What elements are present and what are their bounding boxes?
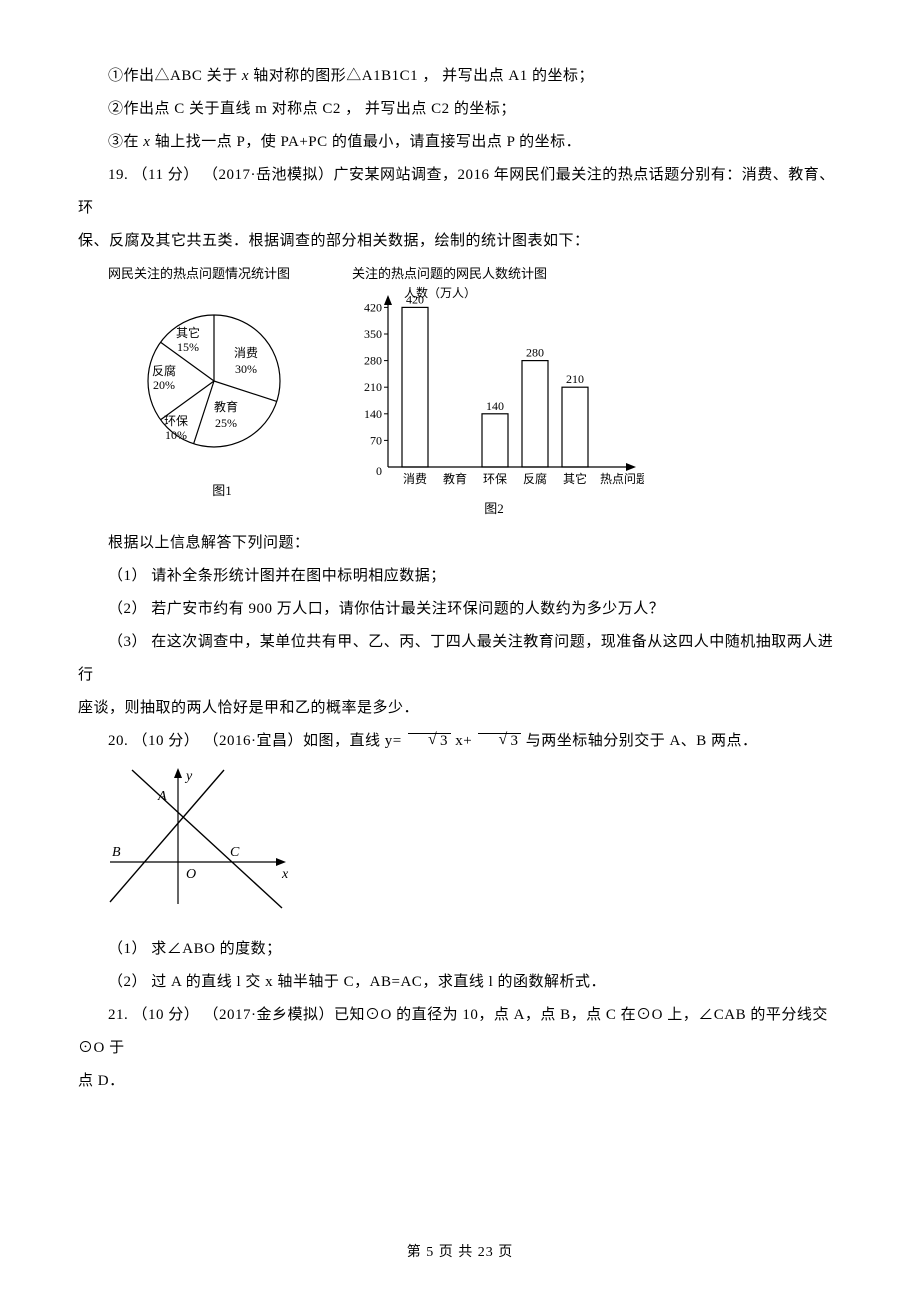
svg-text:0: 0 <box>376 464 382 478</box>
bar-chart: 人数（万人）701402102803504200420消费教育140环保280反… <box>344 283 644 491</box>
q20-1: （1） 求∠ABO 的度数； <box>78 933 842 966</box>
text: （2） 若广安市约有 900 万人口，请你估计最关注环保问题的人数约为多少万人？ <box>108 601 664 617</box>
q21-b: 点 D． <box>78 1065 842 1098</box>
svg-text:环保: 环保 <box>164 414 188 428</box>
svg-text:x: x <box>281 867 289 882</box>
after-fig: 根据以上信息解答下列问题： <box>78 527 842 560</box>
text: （1） 求∠ABO 的度数； <box>108 941 282 957</box>
svg-text:420: 420 <box>406 292 424 306</box>
svg-text:30%: 30% <box>235 362 257 376</box>
svg-text:350: 350 <box>364 327 382 341</box>
q19-3a: （3） 在这次调查中，某单位共有甲、乙、丙、丁四人最关注教育问题，现准备从这四人… <box>78 626 842 692</box>
footer-total: 23 <box>478 1245 494 1260</box>
pie-title: 网民关注的热点问题情况统计图 <box>104 266 340 283</box>
footer-suffix: 页 <box>494 1245 514 1260</box>
svg-text:其它: 其它 <box>563 471 587 486</box>
text: 保、反腐及其它共五类．根据调查的部分相关数据，绘制的统计图表如下： <box>78 233 590 249</box>
svg-text:210: 210 <box>364 380 382 394</box>
bar-caption: 图2 <box>344 495 644 524</box>
svg-text:热点问题: 热点问题 <box>600 472 644 486</box>
line-1: ①作出△ABC 关于 x 轴对称的图形△A1B1C1 ， 并写出点 A1 的坐标… <box>78 60 842 93</box>
radicand: 3 <box>440 733 448 749</box>
text: （3） 在这次调查中，某单位共有甲、乙、丙、丁四人最关注教育问题，现准备从这四人… <box>78 634 833 683</box>
svg-text:140: 140 <box>364 407 382 421</box>
bar-chart-block: 关注的热点问题的网民人数统计图 人数（万人）701402102803504200… <box>344 266 644 523</box>
q19-3b: 座谈，则抽取的两人恰好是甲和乙的概率是多少． <box>78 692 842 725</box>
bar-title: 关注的热点问题的网民人数统计图 <box>344 266 644 283</box>
svg-text:C: C <box>230 845 240 860</box>
text: 点 D． <box>78 1073 125 1089</box>
svg-text:消费: 消费 <box>403 472 427 486</box>
svg-text:280: 280 <box>364 353 382 367</box>
pie-chart: 消费 30% 教育 25% 环保10% 反腐20% 其它15% <box>104 283 324 473</box>
q21-a: 21. （10 分） （2017·金乡模拟）已知⊙O 的直径为 10，点 A，点… <box>78 999 842 1065</box>
sqrt-3: 3 <box>478 733 521 749</box>
svg-text:280: 280 <box>526 345 544 359</box>
text: 与两坐标轴分别交于 A、B 两点． <box>521 733 757 749</box>
line-graph: A B C Ox y <box>106 764 842 927</box>
svg-text:25%: 25% <box>215 416 237 430</box>
x-var: x <box>242 68 249 84</box>
svg-text:消费: 消费 <box>234 346 258 360</box>
pie-caption: 图1 <box>104 477 340 506</box>
svg-text:A: A <box>157 789 167 804</box>
text: 轴对称的图形△A1B1C1 ， 并写出点 A1 的坐标； <box>249 68 594 84</box>
q20: 20. （10 分） （2016·宜昌）如图，直线 y= 3 x+ 3 与两坐标… <box>78 725 842 758</box>
text: ③在 <box>108 134 143 150</box>
q19-1: （1） 请补全条形统计图并在图中标明相应数据； <box>78 560 842 593</box>
line-graph-svg: A B C Ox y <box>106 764 296 914</box>
text: 轴上找一点 P，使 PA+PC 的值最小，请直接写出点 P 的坐标． <box>150 134 581 150</box>
footer-mid: 页 共 <box>434 1245 478 1260</box>
text: ②作出点 C 关于直线 m 对称点 C2 ， 并写出点 C2 的坐标； <box>108 101 516 117</box>
svg-text:y: y <box>184 769 193 784</box>
footer-prefix: 第 <box>407 1245 427 1260</box>
text: 19. （11 分） （2017·岳池模拟）广安某网站调查，2016 年网民们最… <box>78 167 835 216</box>
pie-chart-block: 网民关注的热点问题情况统计图 消费 30% 教育 25% 环保10% 反腐20% 其它15%… <box>104 266 340 505</box>
svg-text:15%: 15% <box>177 340 199 354</box>
text: 根据以上信息解答下列问题： <box>108 535 310 551</box>
line-2: ②作出点 C 关于直线 m 对称点 C2 ， 并写出点 C2 的坐标； <box>78 93 842 126</box>
svg-text:140: 140 <box>486 399 504 413</box>
svg-text:70: 70 <box>370 433 382 447</box>
figures-row: 网民关注的热点问题情况统计图 消费30%教育25%环保10%反腐20%其它15%… <box>104 266 842 523</box>
svg-text:420: 420 <box>364 300 382 314</box>
text: 座谈，则抽取的两人恰好是甲和乙的概率是多少． <box>78 700 419 716</box>
svg-text:教育: 教育 <box>214 399 238 414</box>
q19-2: （2） 若广安市约有 900 万人口，请你估计最关注环保问题的人数约为多少万人？ <box>78 593 842 626</box>
svg-text:10%: 10% <box>165 428 187 442</box>
text: 21. （10 分） （2017·金乡模拟）已知⊙O 的直径为 10，点 A，点… <box>78 1007 828 1056</box>
q20-2: （2） 过 A 的直线 l 交 x 轴半轴于 C，AB=AC，求直线 l 的函数… <box>78 966 842 999</box>
svg-text:20%: 20% <box>153 378 175 392</box>
svg-text:反腐: 反腐 <box>152 363 176 378</box>
line-3: ③在 x 轴上找一点 P，使 PA+PC 的值最小，请直接写出点 P 的坐标． <box>78 126 842 159</box>
text: （1） 请补全条形统计图并在图中标明相应数据； <box>108 568 446 584</box>
svg-text:教育: 教育 <box>443 471 467 486</box>
svg-text:环保: 环保 <box>483 472 507 486</box>
q19-line1: 19. （11 分） （2017·岳池模拟）广安某网站调查，2016 年网民们最… <box>78 159 842 225</box>
text: （2） 过 A 的直线 l 交 x 轴半轴于 C，AB=AC，求直线 l 的函数… <box>108 974 606 990</box>
svg-text:210: 210 <box>566 372 584 386</box>
svg-text:O: O <box>186 867 196 882</box>
text: ①作出△ABC 关于 <box>108 68 242 84</box>
page-footer: 第 5 页 共 23 页 <box>78 1238 842 1269</box>
q19-line2: 保、反腐及其它共五类．根据调查的部分相关数据，绘制的统计图表如下： <box>78 225 842 258</box>
text: 20. （10 分） （2016·宜昌）如图，直线 y= <box>108 733 406 749</box>
svg-text:反腐: 反腐 <box>523 471 547 486</box>
svg-text:其它: 其它 <box>176 325 200 340</box>
svg-text:B: B <box>112 845 121 860</box>
sqrt-3: 3 <box>408 733 451 749</box>
page: ①作出△ABC 关于 x 轴对称的图形△A1B1C1 ， 并写出点 A1 的坐标… <box>0 0 920 1309</box>
radicand: 3 <box>510 733 518 749</box>
